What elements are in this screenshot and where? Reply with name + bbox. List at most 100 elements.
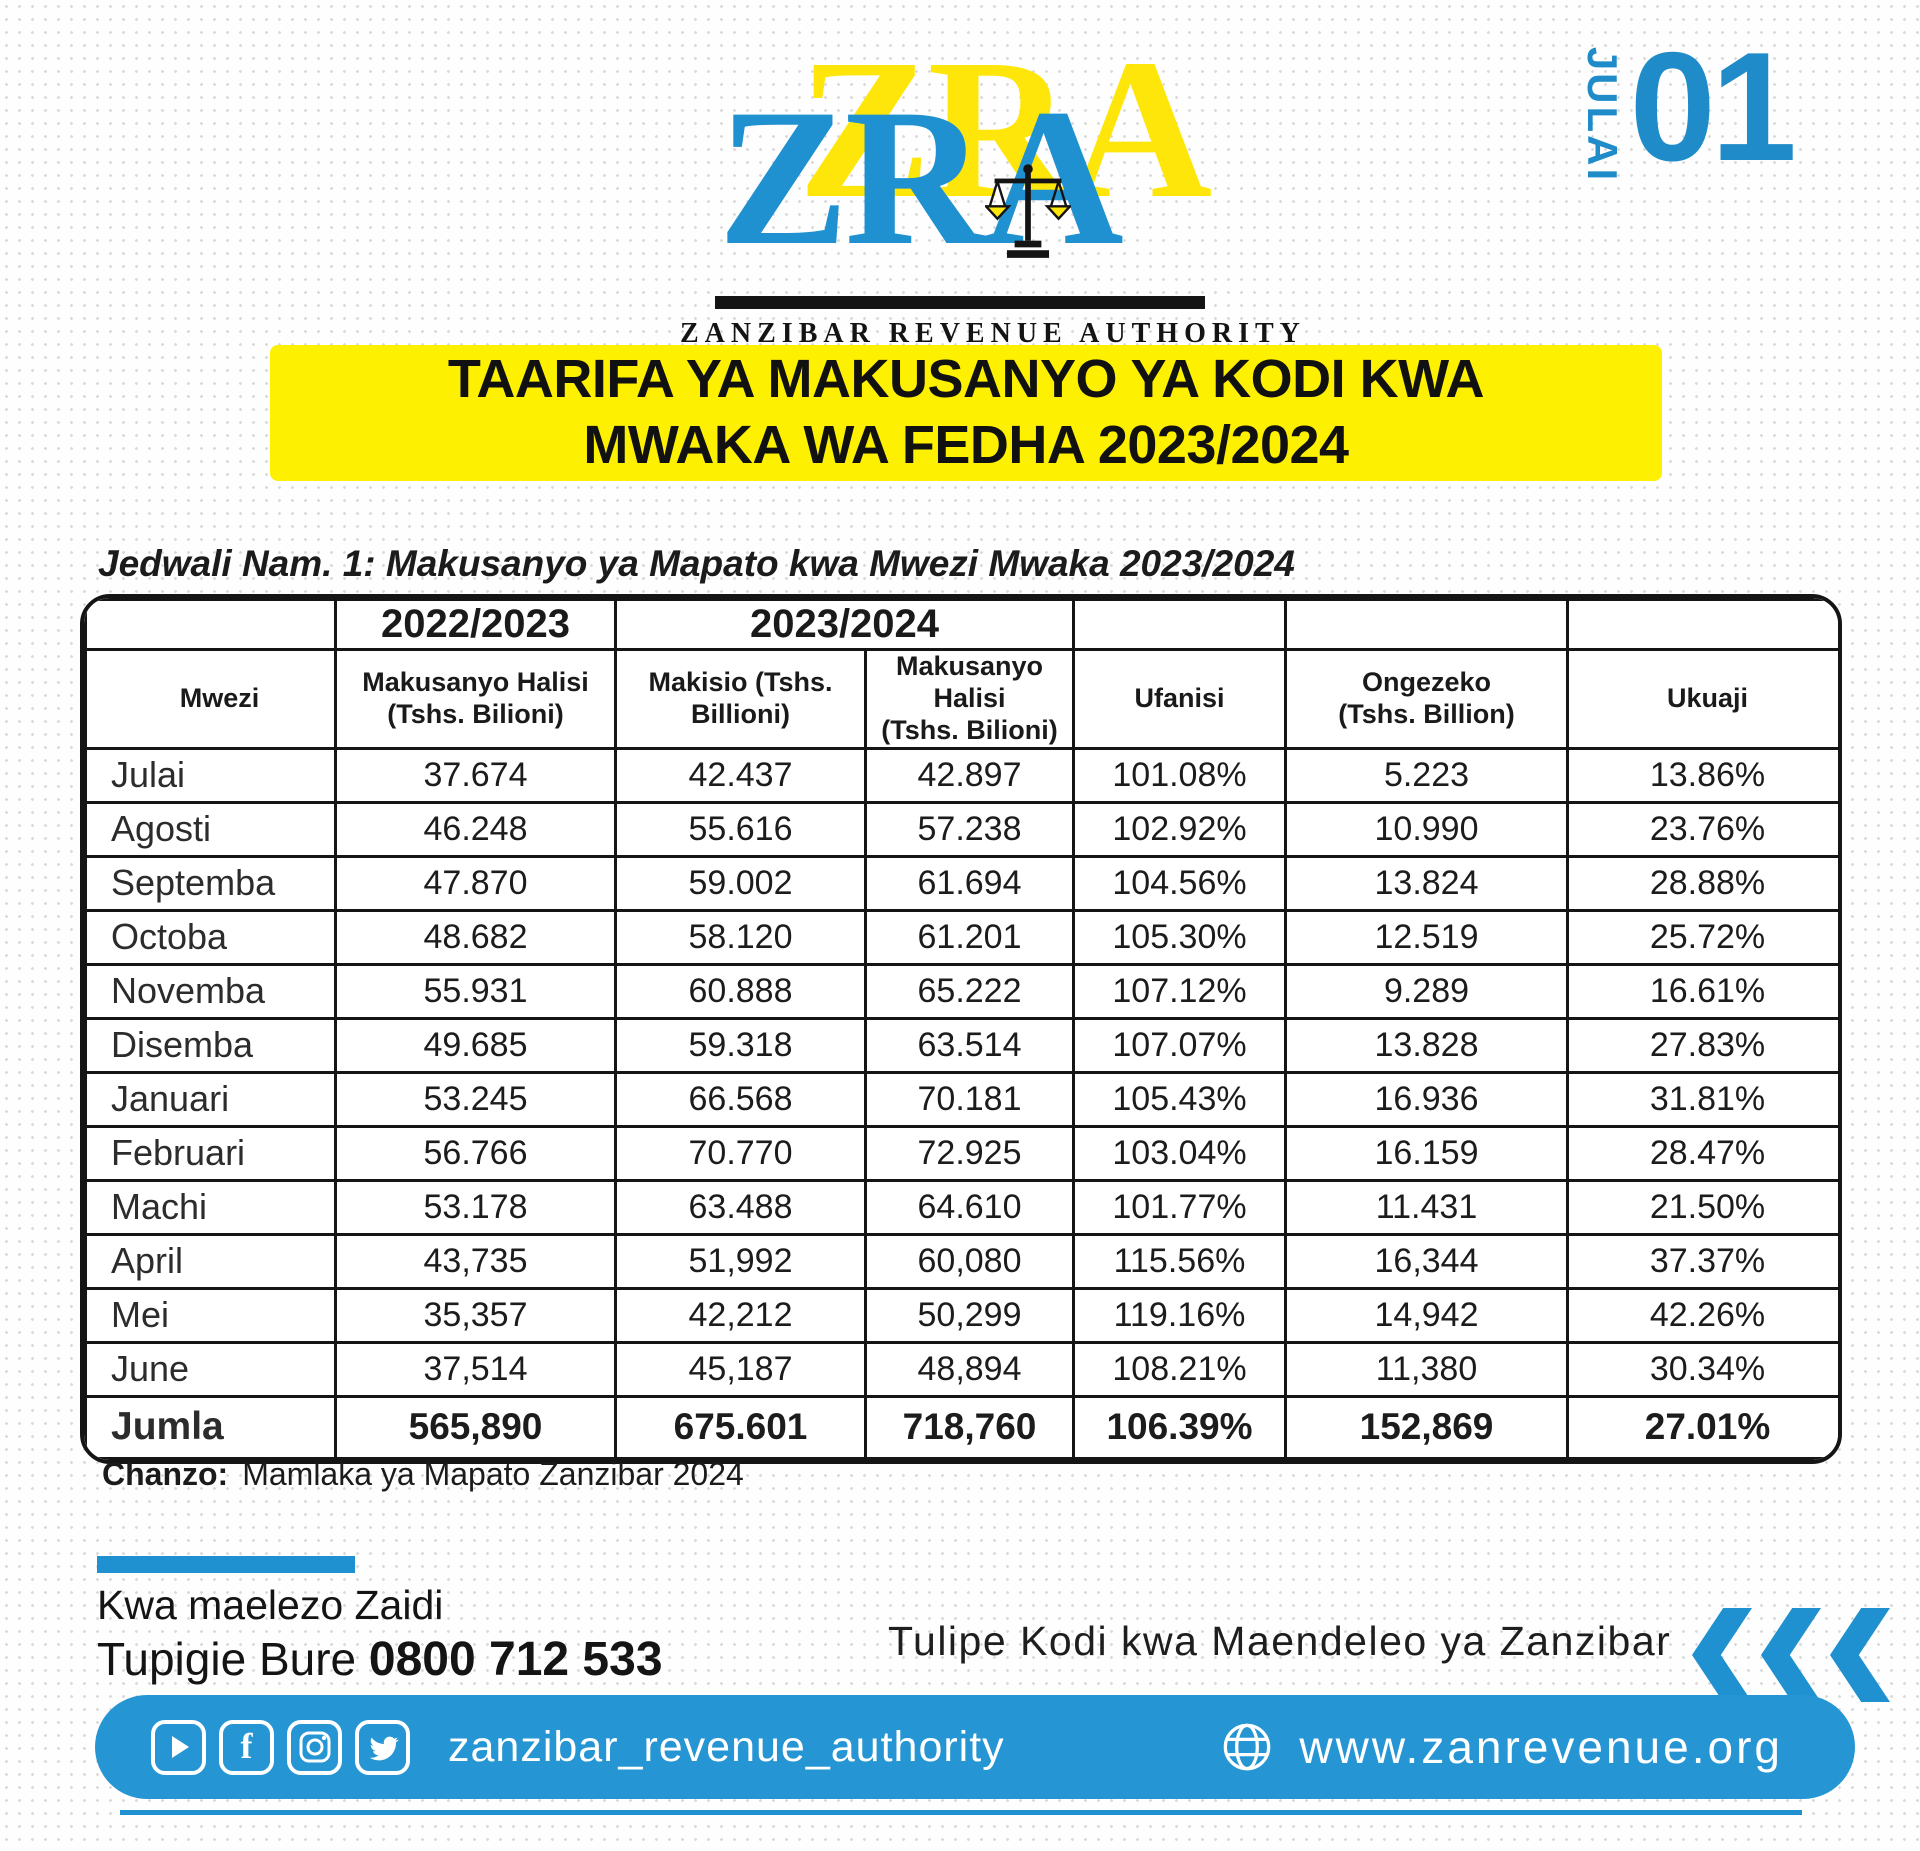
footer-pill: f zanzibar_revenue_authority www.zan	[95, 1695, 1855, 1799]
empty-header	[1284, 598, 1569, 651]
website-url[interactable]: www.zanrevenue.org	[1299, 1721, 1783, 1773]
value-cell: 55.931	[334, 962, 617, 1020]
value-cell: 56.766	[334, 1124, 617, 1182]
value-cell: 102.92%	[1072, 800, 1287, 858]
corner-cell	[84, 598, 337, 651]
value-cell: 45,187	[614, 1340, 867, 1398]
chevrons-left-icon	[1692, 1608, 1890, 1702]
empty-header	[1072, 598, 1287, 651]
table-row: Julai 37.674 42.437 42.897 101.08% 5.223 13.86…	[84, 746, 1838, 804]
source-label: Chanzo:	[102, 1456, 229, 1492]
value-cell: 5.223	[1284, 746, 1569, 804]
value-cell: 60,080	[864, 1232, 1075, 1290]
footer-slogan: Tulipe Kodi kwa Maendeleo ya Zanzibar	[888, 1618, 1672, 1664]
value-cell: 42.897	[864, 746, 1075, 804]
value-cell: 16.61%	[1566, 962, 1838, 1020]
value-cell: 11.431	[1284, 1178, 1569, 1236]
month-cell: April	[84, 1232, 337, 1290]
value-cell: 58.120	[614, 908, 867, 966]
value-cell: 59.318	[614, 1016, 867, 1074]
value-cell: 103.04%	[1072, 1124, 1287, 1182]
col-actual-prev-header: Makusanyo Halisi (Tshs. Bilioni)	[334, 648, 617, 750]
month-cell: Julai	[84, 746, 337, 804]
footer-info-line2: Tupigie Bure 0800 712 533	[97, 1632, 663, 1687]
value-cell: 35,357	[334, 1286, 617, 1344]
month-cell: Disemba	[84, 1016, 337, 1074]
social-handle[interactable]: zanzibar_revenue_authority	[448, 1722, 1005, 1771]
value-cell: 50,299	[864, 1286, 1075, 1344]
value-cell: 46.248	[334, 800, 617, 858]
total-value-cell: 27.01%	[1566, 1394, 1838, 1460]
footer-call-prefix: Tupigie Bure	[97, 1633, 369, 1685]
year-curr-header: 2023/2024	[614, 598, 1075, 651]
value-cell: 105.43%	[1072, 1070, 1287, 1128]
date-badge: JULAI 01	[1574, 20, 1797, 194]
col-month-header: Mwezi	[84, 648, 337, 750]
value-cell: 28.88%	[1566, 854, 1838, 912]
value-cell: 13.86%	[1566, 746, 1838, 804]
month-cell: Februari	[84, 1124, 337, 1182]
value-cell: 101.08%	[1072, 746, 1287, 804]
value-cell: 21.50%	[1566, 1178, 1838, 1236]
instagram-icon[interactable]	[287, 1719, 342, 1775]
value-cell: 31.81%	[1566, 1070, 1838, 1128]
value-cell: 9.289	[1284, 962, 1569, 1020]
footer-phone-number: 0800 712 533	[368, 1633, 663, 1686]
col-efficiency-header: Ufanisi	[1072, 648, 1287, 750]
value-cell: 60.888	[614, 962, 867, 1020]
month-cell: Mei	[84, 1286, 337, 1344]
org-name: ZANZIBAR REVENUE AUTHORITY	[680, 318, 1306, 349]
table-year-row: 2022/2023 2023/2024	[84, 598, 1838, 651]
title-banner-line1: TAARIFA YA MAKUSANYO YA KODI KWA	[447, 349, 1485, 410]
value-cell: 23.76%	[1566, 800, 1838, 858]
value-cell: 65.222	[864, 962, 1075, 1020]
empty-header	[1566, 598, 1838, 651]
table-row: Februari 56.766 70.770 72.925 103.04% 16.159 2…	[84, 1124, 1838, 1182]
value-cell: 61.694	[864, 854, 1075, 912]
source-text: Mamlaka ya Mapato Zanzibar 2024	[242, 1456, 744, 1492]
title-banner: TAARIFA YA MAKUSANYO YA KODI KWA MWAKA W…	[270, 345, 1662, 481]
footer-info-line1: Kwa maelezo Zaidi	[97, 1582, 444, 1628]
value-cell: 37.37%	[1566, 1232, 1838, 1290]
value-cell: 104.56%	[1072, 854, 1287, 912]
month-cell: Januari	[84, 1070, 337, 1128]
value-cell: 70.770	[614, 1124, 867, 1182]
chevron-left-icon	[1692, 1608, 1752, 1702]
value-cell: 16.159	[1284, 1124, 1569, 1182]
col-actual-curr-header: Makusanyo Halisi (Tshs. Bilioni)	[864, 648, 1075, 750]
revenue-table-wrap: 2022/2023 2023/2024 Mwezi Makusanyo Hali…	[80, 594, 1842, 1464]
value-cell: 119.16%	[1072, 1286, 1287, 1344]
table-row: Octoba 48.682 58.120 61.201 105.30% 12.519 25.…	[84, 908, 1838, 966]
value-cell: 59.002	[614, 854, 867, 912]
date-badge-day: 01	[1629, 20, 1797, 193]
value-cell: 37,514	[334, 1340, 617, 1398]
table-caption: Jedwali Nam. 1: Makusanyo ya Mapato kwa …	[98, 543, 1295, 584]
col-increase-header: Ongezeko (Tshs. Billion)	[1284, 648, 1569, 750]
date-badge-month: JULAI	[1578, 46, 1626, 184]
social-icons: f	[151, 1719, 410, 1775]
globe-icon	[1224, 1723, 1271, 1771]
twitter-icon[interactable]	[355, 1719, 410, 1775]
revenue-table: 2022/2023 2023/2024 Mwezi Makusanyo Hali…	[84, 598, 1838, 1460]
value-cell: 57.238	[864, 800, 1075, 858]
table-row: Disemba 49.685 59.318 63.514 107.07% 13.828 27…	[84, 1016, 1838, 1074]
footer-underline	[120, 1810, 1802, 1815]
scales-of-justice-icon	[985, 164, 1071, 258]
month-cell: Novemba	[84, 962, 337, 1020]
facebook-icon[interactable]: f	[219, 1719, 274, 1775]
youtube-icon[interactable]	[151, 1719, 206, 1775]
value-cell: 53.245	[334, 1070, 617, 1128]
value-cell: 55.616	[614, 800, 867, 858]
source-line: Chanzo: Mamlaka ya Mapato Zanzibar 2024	[102, 1456, 744, 1493]
value-cell: 61.201	[864, 908, 1075, 966]
value-cell: 37.674	[334, 746, 617, 804]
value-cell: 16,344	[1284, 1232, 1569, 1290]
total-value-cell: 152,869	[1284, 1394, 1569, 1460]
value-cell: 13.828	[1284, 1016, 1569, 1074]
value-cell: 47.870	[334, 854, 617, 912]
value-cell: 53.178	[334, 1178, 617, 1236]
value-cell: 49.685	[334, 1016, 617, 1074]
logo-divider-bar	[715, 296, 1205, 309]
month-cell: Machi	[84, 1178, 337, 1236]
